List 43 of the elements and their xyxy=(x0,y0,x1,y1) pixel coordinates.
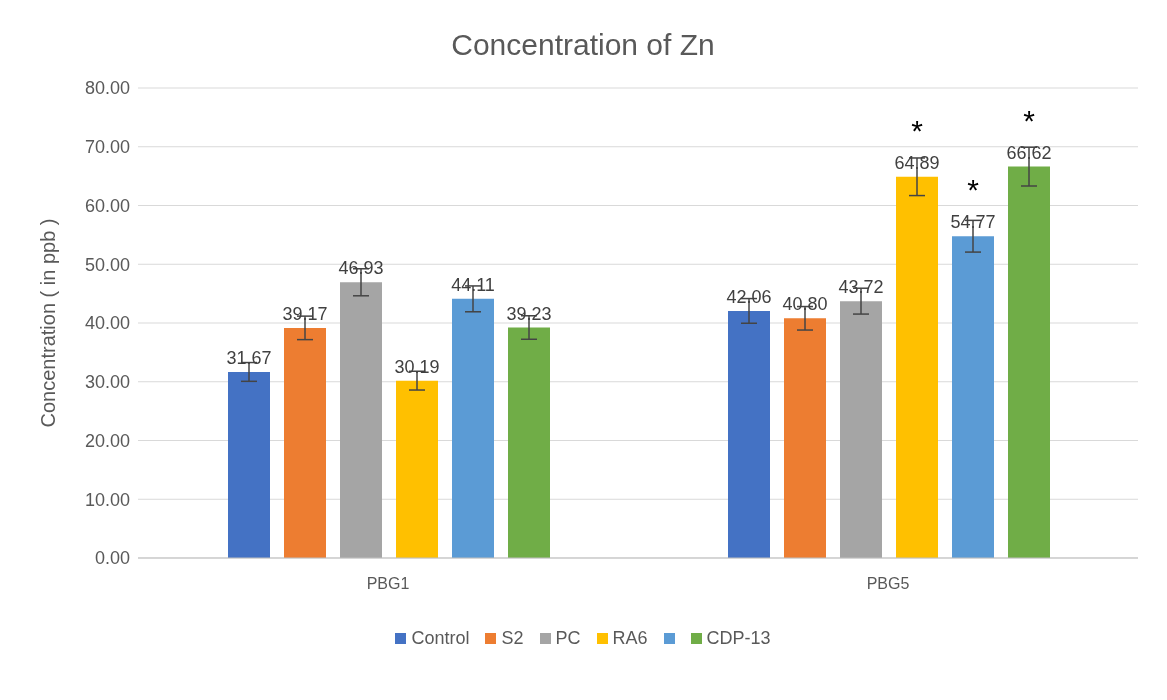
bar xyxy=(728,310,770,558)
bar xyxy=(396,380,438,558)
y-tick-label: 30.00 xyxy=(84,372,130,393)
annotation: * xyxy=(967,173,980,207)
y-tick-label: 10.00 xyxy=(84,489,130,510)
bar xyxy=(508,327,550,558)
x-tick-label: PBG1 xyxy=(366,575,410,593)
data-label: 46.93 xyxy=(338,258,384,279)
data-label: 39.23 xyxy=(506,303,552,324)
y-tick-label: 80.00 xyxy=(84,78,130,99)
data-label: 54.77 xyxy=(950,212,996,233)
data-label: 30.19 xyxy=(394,356,440,377)
legend-label: Control xyxy=(411,628,470,649)
legend-label: RA6 xyxy=(612,628,648,649)
y-tick-label: 60.00 xyxy=(84,195,130,216)
bar xyxy=(1008,166,1050,558)
annotation: * xyxy=(1023,103,1036,137)
data-label: 43.72 xyxy=(838,277,884,298)
legend-label: PC xyxy=(555,628,581,649)
bar xyxy=(784,318,826,558)
legend-label: CDP-13 xyxy=(706,628,771,649)
bar xyxy=(896,176,938,558)
legend-label: S2 xyxy=(501,628,524,649)
y-tick-label: 50.00 xyxy=(84,254,130,275)
x-tick-label: PBG5 xyxy=(866,575,910,593)
bar xyxy=(952,236,994,558)
annotation: * xyxy=(911,113,924,147)
data-label: 44.11 xyxy=(451,274,495,295)
bar xyxy=(340,282,382,558)
data-label: 40.80 xyxy=(782,294,828,315)
y-axis-title: Concentration ( in ppb ) xyxy=(37,218,60,428)
y-tick-label: 70.00 xyxy=(84,137,130,158)
y-tick-label: 20.00 xyxy=(84,430,130,451)
bar xyxy=(228,371,270,558)
chart-title: Concentration of Zn xyxy=(450,28,716,62)
data-label: 39.17 xyxy=(282,303,328,324)
data-label: 31.67 xyxy=(226,347,272,368)
y-tick-label: 0.00 xyxy=(94,548,130,569)
bar xyxy=(452,298,494,558)
bar xyxy=(840,301,882,558)
data-label: 42.06 xyxy=(726,286,772,307)
bar xyxy=(284,327,326,558)
y-tick-label: 40.00 xyxy=(84,313,130,334)
